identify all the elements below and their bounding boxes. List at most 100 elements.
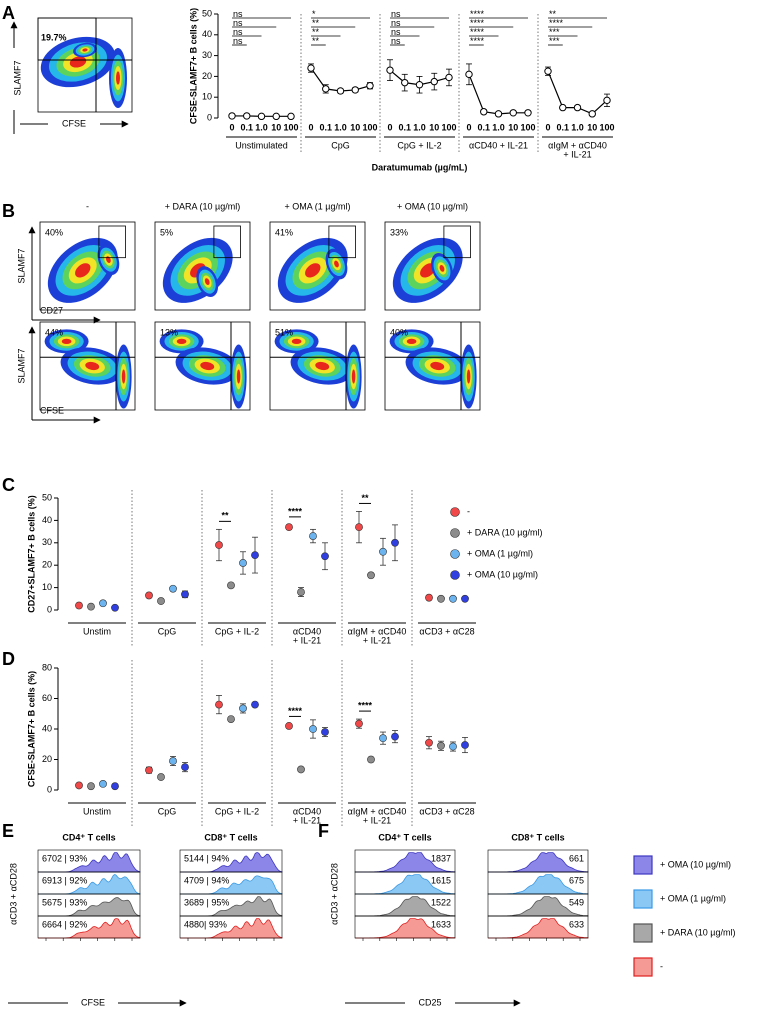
y-axis-label: CFSE-SLAMF7+ B cells (%): [188, 8, 198, 124]
point: [111, 782, 119, 791]
significance-label: *: [312, 9, 316, 19]
point: [445, 73, 453, 82]
point: [603, 96, 611, 105]
y-tick-label: 0: [207, 112, 212, 122]
y-tick-label: 20: [42, 754, 52, 764]
panel-letter: C: [2, 475, 15, 495]
significance-label: ***: [549, 36, 560, 46]
y-tick-label: 0: [47, 604, 52, 614]
mfi-label: 633: [569, 919, 584, 929]
x-axis-label: CFSE: [40, 405, 64, 415]
group-label: CpG: [331, 140, 350, 150]
density: [305, 263, 321, 278]
category-label: αCD40: [293, 806, 321, 816]
point: [111, 603, 119, 612]
histogram-frame: [354, 915, 456, 939]
plot-frame: [39, 221, 136, 311]
gate-percent: 40%: [45, 227, 63, 237]
point: [181, 590, 189, 599]
plot-frame: [269, 221, 366, 311]
gate: [443, 225, 471, 259]
x-tick-label: 0.1: [398, 122, 411, 132]
y-tick-label: 40: [202, 29, 212, 39]
mfi-label: 4709 | 94%: [184, 875, 229, 885]
point: [297, 765, 305, 774]
category-label: Unstim: [83, 626, 111, 636]
point: [285, 523, 293, 532]
x-tick-label: 0: [229, 122, 234, 132]
point: [309, 532, 317, 540]
significance-label: **: [312, 36, 320, 46]
point: [169, 757, 177, 765]
x-tick-label: 100: [520, 122, 535, 132]
legend-label: -: [660, 961, 663, 971]
column-header: + OMA (10 µg/ml): [397, 201, 468, 211]
legend-marker: [450, 528, 460, 538]
y-tick-label: 10: [42, 582, 52, 592]
significance-label: **: [312, 18, 320, 28]
significance-label: ****: [549, 18, 564, 28]
point: [287, 112, 295, 121]
point: [239, 704, 247, 713]
point: [355, 719, 363, 728]
point: [367, 755, 375, 764]
x-tick-label: 0.1: [240, 122, 253, 132]
legend-label: + OMA (10 µg/ml): [467, 569, 538, 579]
legend-label: + DARA (10 µg/ml): [467, 527, 542, 537]
point: [251, 700, 259, 709]
significance-label: ****: [288, 706, 303, 716]
significance-label: ns: [233, 27, 243, 37]
gate-percent: 41%: [275, 227, 293, 237]
density: [236, 369, 241, 384]
point: [228, 112, 236, 120]
gate-percent: 5%: [160, 227, 173, 237]
x-tick-label: 10: [350, 122, 360, 132]
x-tick-label: 1.0: [255, 122, 268, 132]
x-tick-label: 1.0: [334, 122, 347, 132]
point: [461, 741, 469, 749]
legend-label: + OMA (1 µg/ml): [467, 548, 533, 558]
point: [494, 110, 503, 118]
significance-label: ****: [470, 9, 485, 19]
mfi-label: 1615: [431, 875, 451, 885]
panel-letter: A: [2, 3, 15, 23]
legend-label: + OMA (1 µg/ml): [660, 893, 726, 903]
x-tick-label: 0.1: [556, 122, 569, 132]
category-label: CpG: [158, 806, 177, 816]
x-tick-label: 10: [587, 122, 597, 132]
mfi-label: 661: [569, 853, 584, 863]
histogram-frame: [179, 915, 283, 939]
x-tick-label: 0: [545, 122, 550, 132]
y-axis-label: SLAMF7: [16, 348, 26, 383]
gate-percent: 44%: [45, 327, 63, 337]
category-label: αCD40: [293, 626, 321, 636]
gate-percent: 33%: [390, 227, 408, 237]
mfi-label: 6702 | 93%: [42, 853, 87, 863]
panel-title: CD8⁺ T cells: [511, 832, 564, 842]
point: [321, 552, 329, 561]
density: [176, 338, 187, 344]
significance-label: **: [312, 27, 320, 37]
y-tick-label: 20: [202, 71, 212, 81]
mfi-label: 3689 | 95%: [184, 897, 229, 907]
y-tick-label: 60: [42, 693, 52, 703]
panel-letter: E: [2, 821, 14, 841]
category-label: + IL-21: [363, 815, 391, 825]
plot-frame: [154, 221, 251, 311]
gate-percent: 19.7%: [41, 32, 67, 42]
point: [297, 588, 305, 596]
x-tick-label: 1.0: [492, 122, 505, 132]
point: [227, 581, 235, 590]
x-tick-label: 0: [466, 122, 471, 132]
point: [145, 591, 153, 600]
panel-title: CD4⁺ T cells: [378, 832, 431, 842]
point: [449, 594, 457, 603]
significance-label: ****: [470, 27, 485, 37]
y-tick-label: 10: [202, 92, 212, 102]
density: [430, 361, 445, 371]
panel-letter: B: [2, 201, 15, 221]
legend-label: + DARA (10 µg/ml): [660, 927, 735, 937]
mfi-label: 6913 | 92%: [42, 875, 87, 885]
point: [386, 66, 394, 74]
significance-label: ns: [391, 18, 401, 28]
